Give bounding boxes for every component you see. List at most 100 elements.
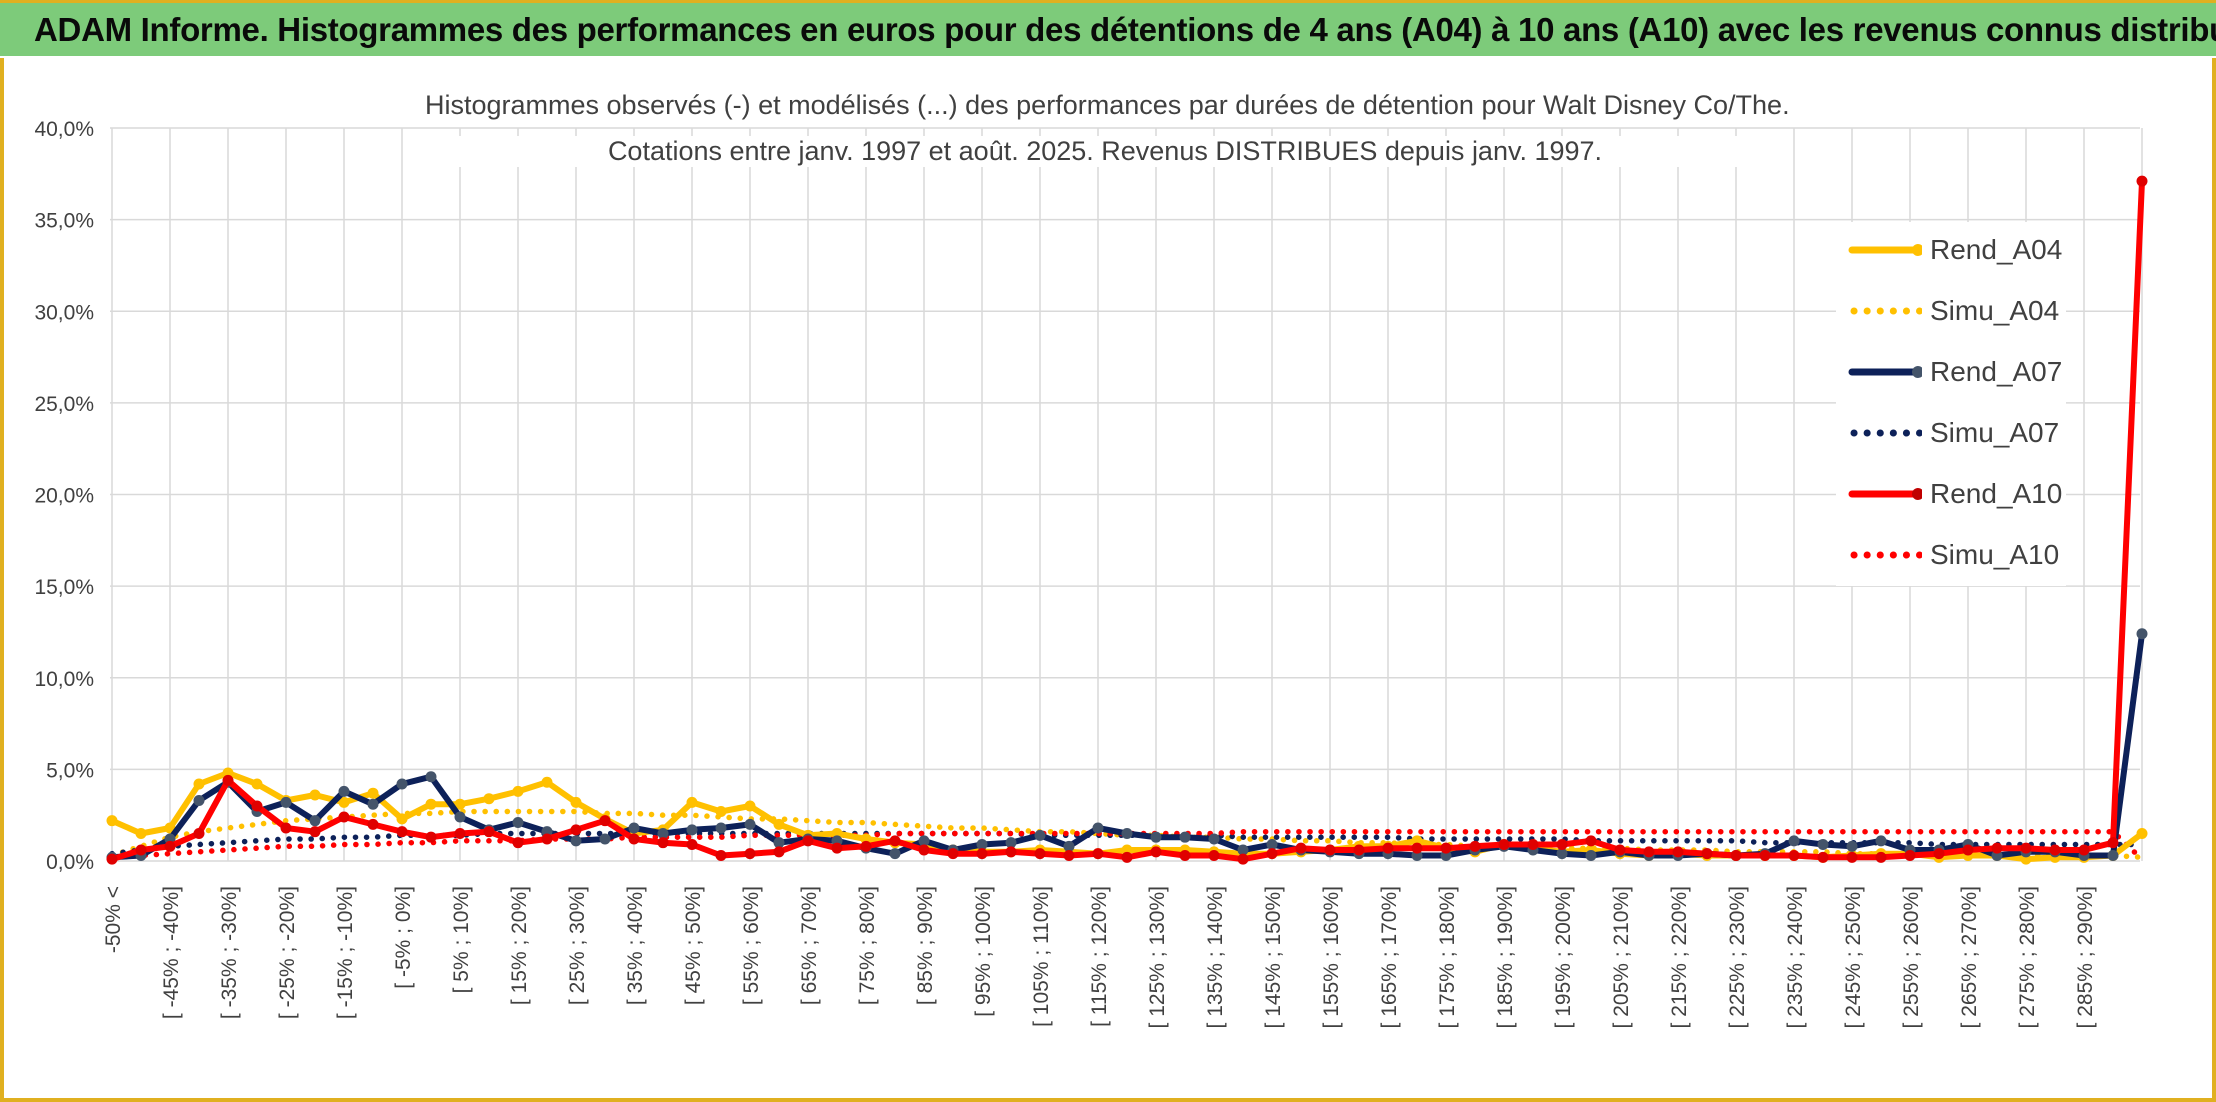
chart-legend: Rend_A04 Simu_A04 Rend_A07 Simu_A07 Rend…: [1836, 222, 2066, 586]
data-point: [1005, 837, 1017, 849]
data-point: [570, 835, 582, 847]
data-point: [2107, 837, 2119, 849]
data-point: [1208, 833, 1220, 845]
y-tick-label: 10,0%: [34, 668, 94, 691]
data-point: [396, 813, 408, 825]
header-banner: ADAM Informe. Histogrammes des performan…: [0, 0, 2216, 56]
x-tick-label: [ -35% ; -30%]: [218, 886, 241, 1019]
data-point: [454, 828, 466, 840]
data-point: [860, 840, 872, 852]
legend-item-simu-a10: Simu_A10: [1848, 535, 2068, 575]
data-point: [106, 853, 118, 865]
legend-swatch: [1850, 429, 1922, 437]
x-tick-label: [ -25% ; -20%]: [276, 886, 299, 1019]
legend-label: Simu_A07: [1930, 417, 2060, 448]
chart-title: Histogrammes observés (-) et modélisés (…: [425, 90, 1790, 121]
y-tick-label: 30,0%: [34, 301, 94, 324]
x-tick-label: [ 225% ; 230%]: [1726, 886, 1749, 1028]
data-point: [1527, 839, 1539, 851]
x-tick-label: [ 45% ; 50%]: [682, 886, 705, 1005]
data-point: [1585, 850, 1597, 862]
data-point: [628, 822, 640, 834]
data-point: [1788, 835, 1800, 847]
data-point: [396, 778, 408, 790]
legend-item-rend-a04: Rend_A04: [1848, 230, 2068, 270]
data-point: [2136, 828, 2148, 840]
legend-label: Rend_A10: [1930, 478, 2063, 509]
data-point: [1179, 831, 1191, 843]
x-tick-label: [ 115% ; 120%]: [1088, 886, 1111, 1027]
data-point: [309, 826, 321, 838]
data-point: [773, 818, 785, 830]
data-point: [2078, 844, 2090, 856]
data-point: [2107, 850, 2119, 862]
x-tick-label: [ 275% ; 280%]: [2016, 886, 2039, 1028]
data-point: [1411, 842, 1423, 854]
data-point: [773, 846, 785, 858]
y-tick-label: 35,0%: [34, 210, 94, 233]
data-point: [135, 844, 147, 856]
data-point: [1005, 846, 1017, 858]
data-point: [1063, 850, 1075, 862]
data-point: [715, 850, 727, 862]
data-point: [889, 835, 901, 847]
x-tick-label: [ 85% ; 90%]: [914, 886, 937, 1005]
data-point: [1121, 851, 1133, 863]
legend-swatch: [1850, 307, 1922, 315]
data-point: [1875, 835, 1887, 847]
data-point: [1440, 842, 1452, 854]
data-point: [309, 789, 321, 801]
data-point: [686, 839, 698, 851]
x-tick-label: [ 155% ; 160%]: [1320, 886, 1343, 1028]
data-point: [570, 824, 582, 836]
x-tick-label: [ 245% ; 250%]: [1842, 886, 1865, 1028]
data-point: [1614, 844, 1626, 856]
data-point: [976, 839, 988, 851]
x-tick-label: [ 285% ; 290%]: [2074, 886, 2097, 1028]
data-point: [251, 800, 263, 812]
x-tick-label: [ 15% ; 20%]: [508, 886, 531, 1005]
x-tick-label: [ 35% ; 40%]: [624, 886, 647, 1005]
data-point: [686, 796, 698, 808]
data-point: [1730, 850, 1742, 862]
data-point: [947, 848, 959, 860]
legend-label: Simu_A04: [1930, 295, 2060, 326]
data-point: [918, 835, 930, 847]
data-point: [1237, 853, 1249, 865]
data-point: [1759, 850, 1771, 862]
legend-item-rend-a07: Rend_A07: [1848, 352, 2068, 392]
x-tick-label: [ 235% ; 240%]: [1784, 886, 1807, 1028]
data-point: [425, 771, 437, 783]
data-point: [338, 785, 350, 797]
legend-item-simu-a07: Simu_A07: [1848, 413, 2068, 453]
data-point: [657, 828, 669, 840]
data-point: [715, 806, 727, 818]
series-line-rend-a07: [109, 630, 2145, 861]
legend-item-rend-a10: Rend_A10: [1848, 474, 2068, 514]
x-tick-label: [ 165% ; 170%]: [1378, 886, 1401, 1028]
data-point: [1179, 850, 1191, 862]
y-tick-label: 15,0%: [34, 576, 94, 599]
data-point: [1063, 840, 1075, 852]
x-tick-label: [ 205% ; 210%]: [1610, 886, 1633, 1028]
data-point: [1556, 839, 1568, 851]
data-point: [483, 826, 495, 838]
data-point: [512, 785, 524, 797]
data-point: [1092, 848, 1104, 860]
data-point: [425, 798, 437, 810]
data-point: [599, 815, 611, 827]
legend-swatch: [1850, 551, 1922, 559]
data-point: [1498, 839, 1510, 851]
data-point: [193, 778, 205, 790]
data-point: [135, 828, 147, 840]
data-point: [1643, 846, 1655, 858]
data-point: [715, 822, 727, 834]
data-point: [1788, 850, 1800, 862]
chart-subtitle: Cotations entre janv. 1997 et août. 2025…: [425, 136, 1785, 167]
data-point: [483, 793, 495, 805]
y-tick-label: 40,0%: [34, 118, 94, 141]
data-point: [1817, 851, 1829, 863]
y-tick-label: 25,0%: [34, 393, 94, 416]
data-point: [1469, 840, 1481, 852]
